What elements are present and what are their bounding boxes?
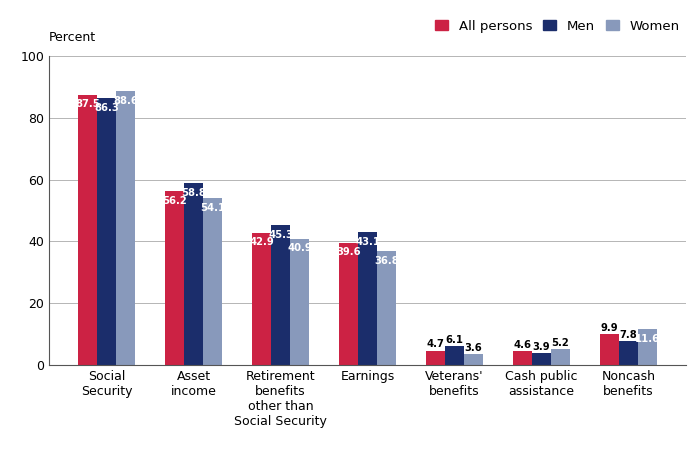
Text: 11.6: 11.6 — [635, 334, 660, 344]
Text: 88.6: 88.6 — [113, 96, 138, 106]
Text: 36.8: 36.8 — [374, 256, 399, 266]
Bar — [97, 98, 116, 365]
Bar — [377, 251, 396, 365]
Text: 5.2: 5.2 — [552, 338, 569, 348]
Bar — [290, 239, 309, 365]
Bar — [426, 351, 445, 365]
Text: 3.6: 3.6 — [465, 343, 482, 353]
Bar — [358, 232, 377, 365]
Text: 87.5: 87.5 — [75, 99, 100, 110]
Bar — [203, 198, 223, 365]
Bar — [638, 329, 657, 365]
Text: 3.9: 3.9 — [533, 342, 550, 352]
Legend: All persons, Men, Women: All persons, Men, Women — [435, 20, 680, 33]
Text: Percent: Percent — [49, 31, 96, 44]
Text: 4.7: 4.7 — [426, 339, 444, 349]
Text: 7.8: 7.8 — [620, 330, 637, 340]
Bar — [600, 335, 619, 365]
Text: 9.9: 9.9 — [601, 323, 618, 333]
Text: 54.1: 54.1 — [200, 203, 225, 212]
Bar — [271, 225, 290, 365]
Text: 39.6: 39.6 — [336, 248, 360, 257]
Text: 42.9: 42.9 — [249, 237, 274, 247]
Bar — [464, 354, 483, 365]
Text: 43.1: 43.1 — [355, 236, 380, 247]
Text: 45.3: 45.3 — [268, 230, 293, 240]
Bar — [445, 346, 464, 365]
Bar — [252, 233, 271, 365]
Bar — [512, 351, 532, 365]
Bar — [165, 191, 184, 365]
Text: 86.3: 86.3 — [94, 103, 119, 113]
Bar — [619, 341, 638, 365]
Bar — [78, 95, 97, 365]
Bar — [339, 243, 358, 365]
Bar — [532, 353, 551, 365]
Bar — [184, 183, 203, 365]
Text: 56.2: 56.2 — [162, 196, 187, 206]
Text: 58.8: 58.8 — [181, 188, 206, 198]
Text: 4.6: 4.6 — [513, 340, 531, 350]
Bar — [551, 349, 570, 365]
Text: 6.1: 6.1 — [445, 335, 463, 345]
Text: 40.9: 40.9 — [287, 243, 312, 253]
Bar — [116, 91, 135, 365]
